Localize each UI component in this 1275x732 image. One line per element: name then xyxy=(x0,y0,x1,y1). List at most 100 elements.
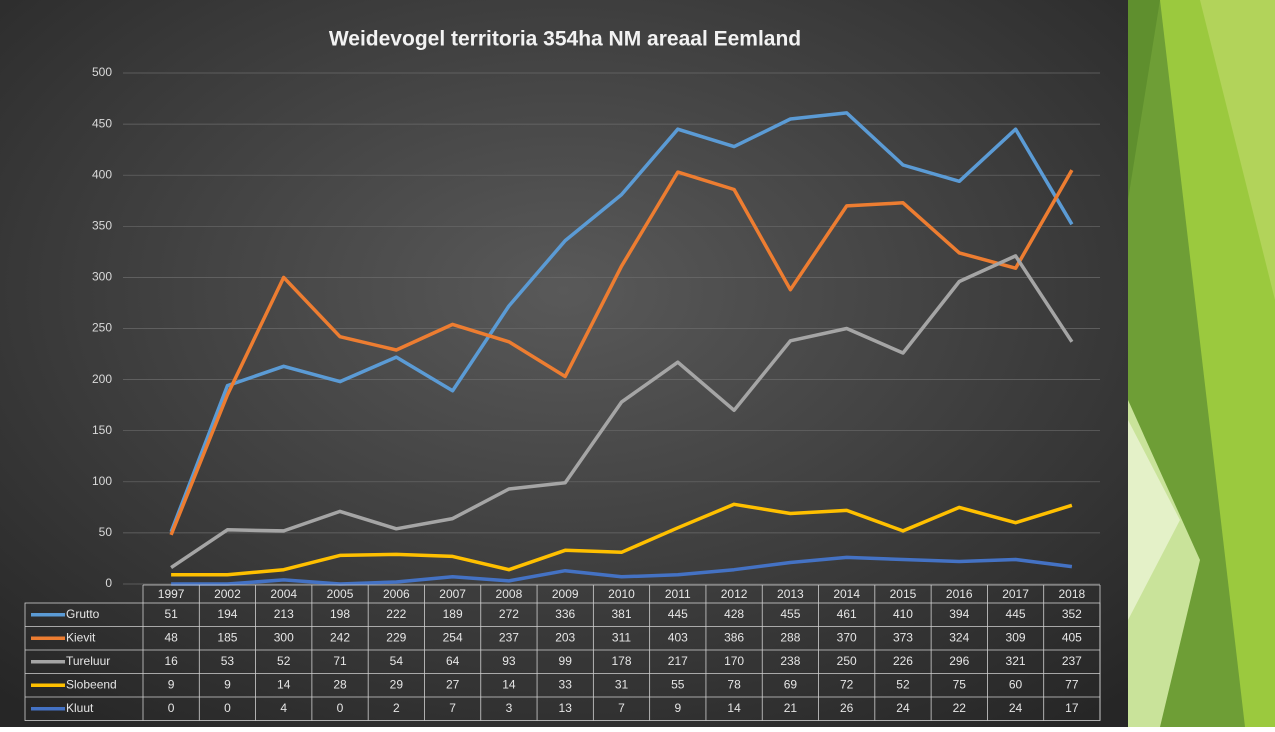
data-table-value: 309 xyxy=(1006,630,1026,644)
x-tick-label: 2011 xyxy=(665,587,691,601)
data-table-value: 194 xyxy=(217,607,237,621)
data-table-value: 16 xyxy=(164,654,178,668)
data-table-value: 250 xyxy=(837,654,857,668)
data-table-value: 229 xyxy=(386,630,406,644)
data-table-value: 52 xyxy=(277,654,291,668)
data-table-value: 51 xyxy=(164,607,178,621)
data-table-value: 78 xyxy=(727,677,741,691)
data-table-value: 237 xyxy=(1062,654,1082,668)
data-table-value: 72 xyxy=(840,677,854,691)
data-table-value: 77 xyxy=(1065,677,1079,691)
data-table-value: 27 xyxy=(446,677,460,691)
data-table-value: 237 xyxy=(499,630,519,644)
data-table-value: 455 xyxy=(780,607,800,621)
series-line xyxy=(169,111,1074,533)
data-table-value: 24 xyxy=(1009,701,1023,715)
data-table-value: 7 xyxy=(618,701,625,715)
series-line xyxy=(170,254,1074,570)
x-tick-label: 2014 xyxy=(833,587,860,601)
y-tick-label: 450 xyxy=(92,116,112,130)
data-table-value: 71 xyxy=(333,654,347,668)
data-table-value: 394 xyxy=(949,607,969,621)
data-table-value: 99 xyxy=(559,654,573,668)
data-table-value: 198 xyxy=(330,607,350,621)
data-table-value: 324 xyxy=(949,630,969,644)
y-tick-label: 400 xyxy=(92,167,112,181)
data-table-value: 14 xyxy=(727,701,741,715)
data-table-value: 54 xyxy=(390,654,404,668)
data-table-value: 222 xyxy=(386,607,406,621)
x-tick-label: 2012 xyxy=(721,587,748,601)
data-table-value: 381 xyxy=(611,607,631,621)
y-tick-label: 0 xyxy=(105,576,112,590)
data-table-value: 2 xyxy=(393,701,400,715)
data-table-value: 22 xyxy=(953,701,967,715)
data-table-value: 238 xyxy=(780,654,800,668)
legend-label: Kluut xyxy=(66,701,94,715)
data-table-value: 7 xyxy=(449,701,456,715)
y-tick-label: 200 xyxy=(92,372,112,386)
chart-background xyxy=(0,0,1128,727)
y-tick-label: 100 xyxy=(92,474,112,488)
y-tick-label: 350 xyxy=(92,218,112,232)
data-table-value: 4 xyxy=(280,701,287,715)
data-table-value: 48 xyxy=(164,630,178,644)
x-tick-label: 2017 xyxy=(1002,587,1029,601)
data-table-value: 405 xyxy=(1062,630,1082,644)
data-table-value: 226 xyxy=(893,654,913,668)
x-tick-label: 2004 xyxy=(270,587,297,601)
data-table-value: 60 xyxy=(1009,677,1023,691)
data-table-value: 272 xyxy=(499,607,519,621)
data-table-value: 217 xyxy=(668,654,688,668)
x-tick-label: 2018 xyxy=(1059,587,1086,601)
data-table-value: 21 xyxy=(784,701,798,715)
data-table-value: 352 xyxy=(1062,607,1082,621)
x-tick-label: 2010 xyxy=(608,587,635,601)
data-table-value: 296 xyxy=(949,654,969,668)
data-table-value: 403 xyxy=(668,630,688,644)
x-tick-label: 2015 xyxy=(890,587,917,601)
data-table-value: 14 xyxy=(502,677,516,691)
x-tick-label: 2009 xyxy=(552,587,579,601)
series-line xyxy=(171,555,1073,586)
y-tick-label: 50 xyxy=(99,525,113,539)
legend-label: Kievit xyxy=(66,630,96,644)
data-table-value: 52 xyxy=(896,677,910,691)
data-table-value: 254 xyxy=(443,630,463,644)
data-table-value: 26 xyxy=(840,701,854,715)
data-table-value: 29 xyxy=(390,677,404,691)
legend-label: Slobeend xyxy=(66,677,117,691)
data-table-value: 373 xyxy=(893,630,913,644)
chart-title: Weidevogel territoria 354ha NM areaal Ee… xyxy=(329,28,801,51)
data-table-value: 0 xyxy=(224,701,231,715)
data-table-value: 0 xyxy=(168,701,175,715)
x-tick-label: 1997 xyxy=(158,587,185,601)
y-tick-label: 300 xyxy=(92,270,112,284)
y-tick-label: 250 xyxy=(92,321,112,335)
data-table-value: 31 xyxy=(615,677,629,691)
x-tick-label: 2007 xyxy=(439,587,466,601)
data-table-value: 242 xyxy=(330,630,350,644)
series-line xyxy=(171,502,1073,577)
data-table-value: 311 xyxy=(612,630,631,644)
data-table-value: 300 xyxy=(274,630,294,644)
data-table-value: 9 xyxy=(674,701,681,715)
data-table-value: 178 xyxy=(611,654,631,668)
data-table-value: 288 xyxy=(780,630,800,644)
data-table-value: 24 xyxy=(896,701,910,715)
data-table-value: 336 xyxy=(555,607,575,621)
data-table-value: 461 xyxy=(837,607,857,621)
data-table-value: 213 xyxy=(274,607,294,621)
data-table-value: 410 xyxy=(893,607,913,621)
x-tick-label: 2008 xyxy=(496,587,523,601)
data-table-value: 13 xyxy=(559,701,573,715)
data-table-value: 185 xyxy=(217,630,237,644)
data-table-value: 370 xyxy=(837,630,857,644)
data-table-value: 75 xyxy=(953,677,967,691)
y-tick-label: 500 xyxy=(92,65,112,79)
data-table-value: 321 xyxy=(1006,654,1026,668)
data-table-value: 53 xyxy=(221,654,235,668)
x-tick-label: 2006 xyxy=(383,587,410,601)
data-table-value: 203 xyxy=(555,630,575,644)
